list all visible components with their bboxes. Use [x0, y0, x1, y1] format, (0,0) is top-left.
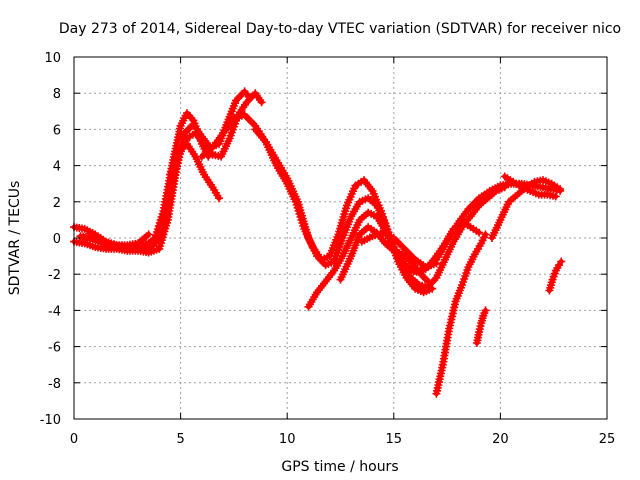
axis-ticks: [73, 56, 608, 420]
series-plus-markers: [472, 306, 490, 347]
series-arc-5: [80, 230, 153, 250]
series-arc-15: [500, 172, 560, 201]
y-tick-label: 2: [53, 196, 61, 211]
y-axis-label: SDTVAR / TECUs: [7, 181, 23, 296]
y-tick-label: -10: [40, 413, 61, 428]
y-tick-label: 8: [53, 87, 61, 102]
x-tick-label: 20: [492, 432, 509, 447]
y-tick-label: 4: [53, 160, 61, 175]
y-tick-label: 6: [53, 123, 61, 138]
y-tick-label: -2: [48, 268, 61, 283]
y-tick-label: 10: [44, 51, 61, 66]
series-plus-markers: [165, 139, 223, 203]
y-tick-label: 0: [53, 232, 61, 247]
y-tick-label: -8: [48, 377, 61, 392]
series-arc-12: [432, 230, 490, 398]
x-axis-label: GPS time / hours: [281, 459, 398, 475]
x-tick-label: 0: [70, 432, 78, 447]
y-tick-label: -6: [48, 341, 61, 356]
series-arc-13: [472, 306, 490, 347]
axis-tick-labels: 0 5 10 15 20 25 -10 -8 -6 -4 -2 0 2 4 6 8 10: [40, 51, 616, 447]
x-tick-label: 15: [386, 432, 403, 447]
series-plus-markers: [500, 172, 560, 201]
x-tick-label: 5: [176, 432, 184, 447]
x-tick-label: 25: [599, 432, 616, 447]
data-series: [70, 87, 566, 398]
series-arc-4: [165, 139, 223, 203]
chart-title: Day 273 of 2014, Sidereal Day-to-day VTE…: [59, 21, 621, 37]
series-plus-markers: [80, 230, 153, 250]
series-plus-markers: [432, 230, 490, 398]
x-tick-label: 10: [279, 432, 296, 447]
series-arc-16: [545, 257, 566, 295]
series-arc-10: [357, 228, 441, 271]
series-plus-markers: [487, 176, 565, 242]
y-tick-label: -4: [48, 304, 61, 319]
series-plus-markers: [545, 257, 566, 295]
series-plus-markers: [251, 125, 509, 291]
